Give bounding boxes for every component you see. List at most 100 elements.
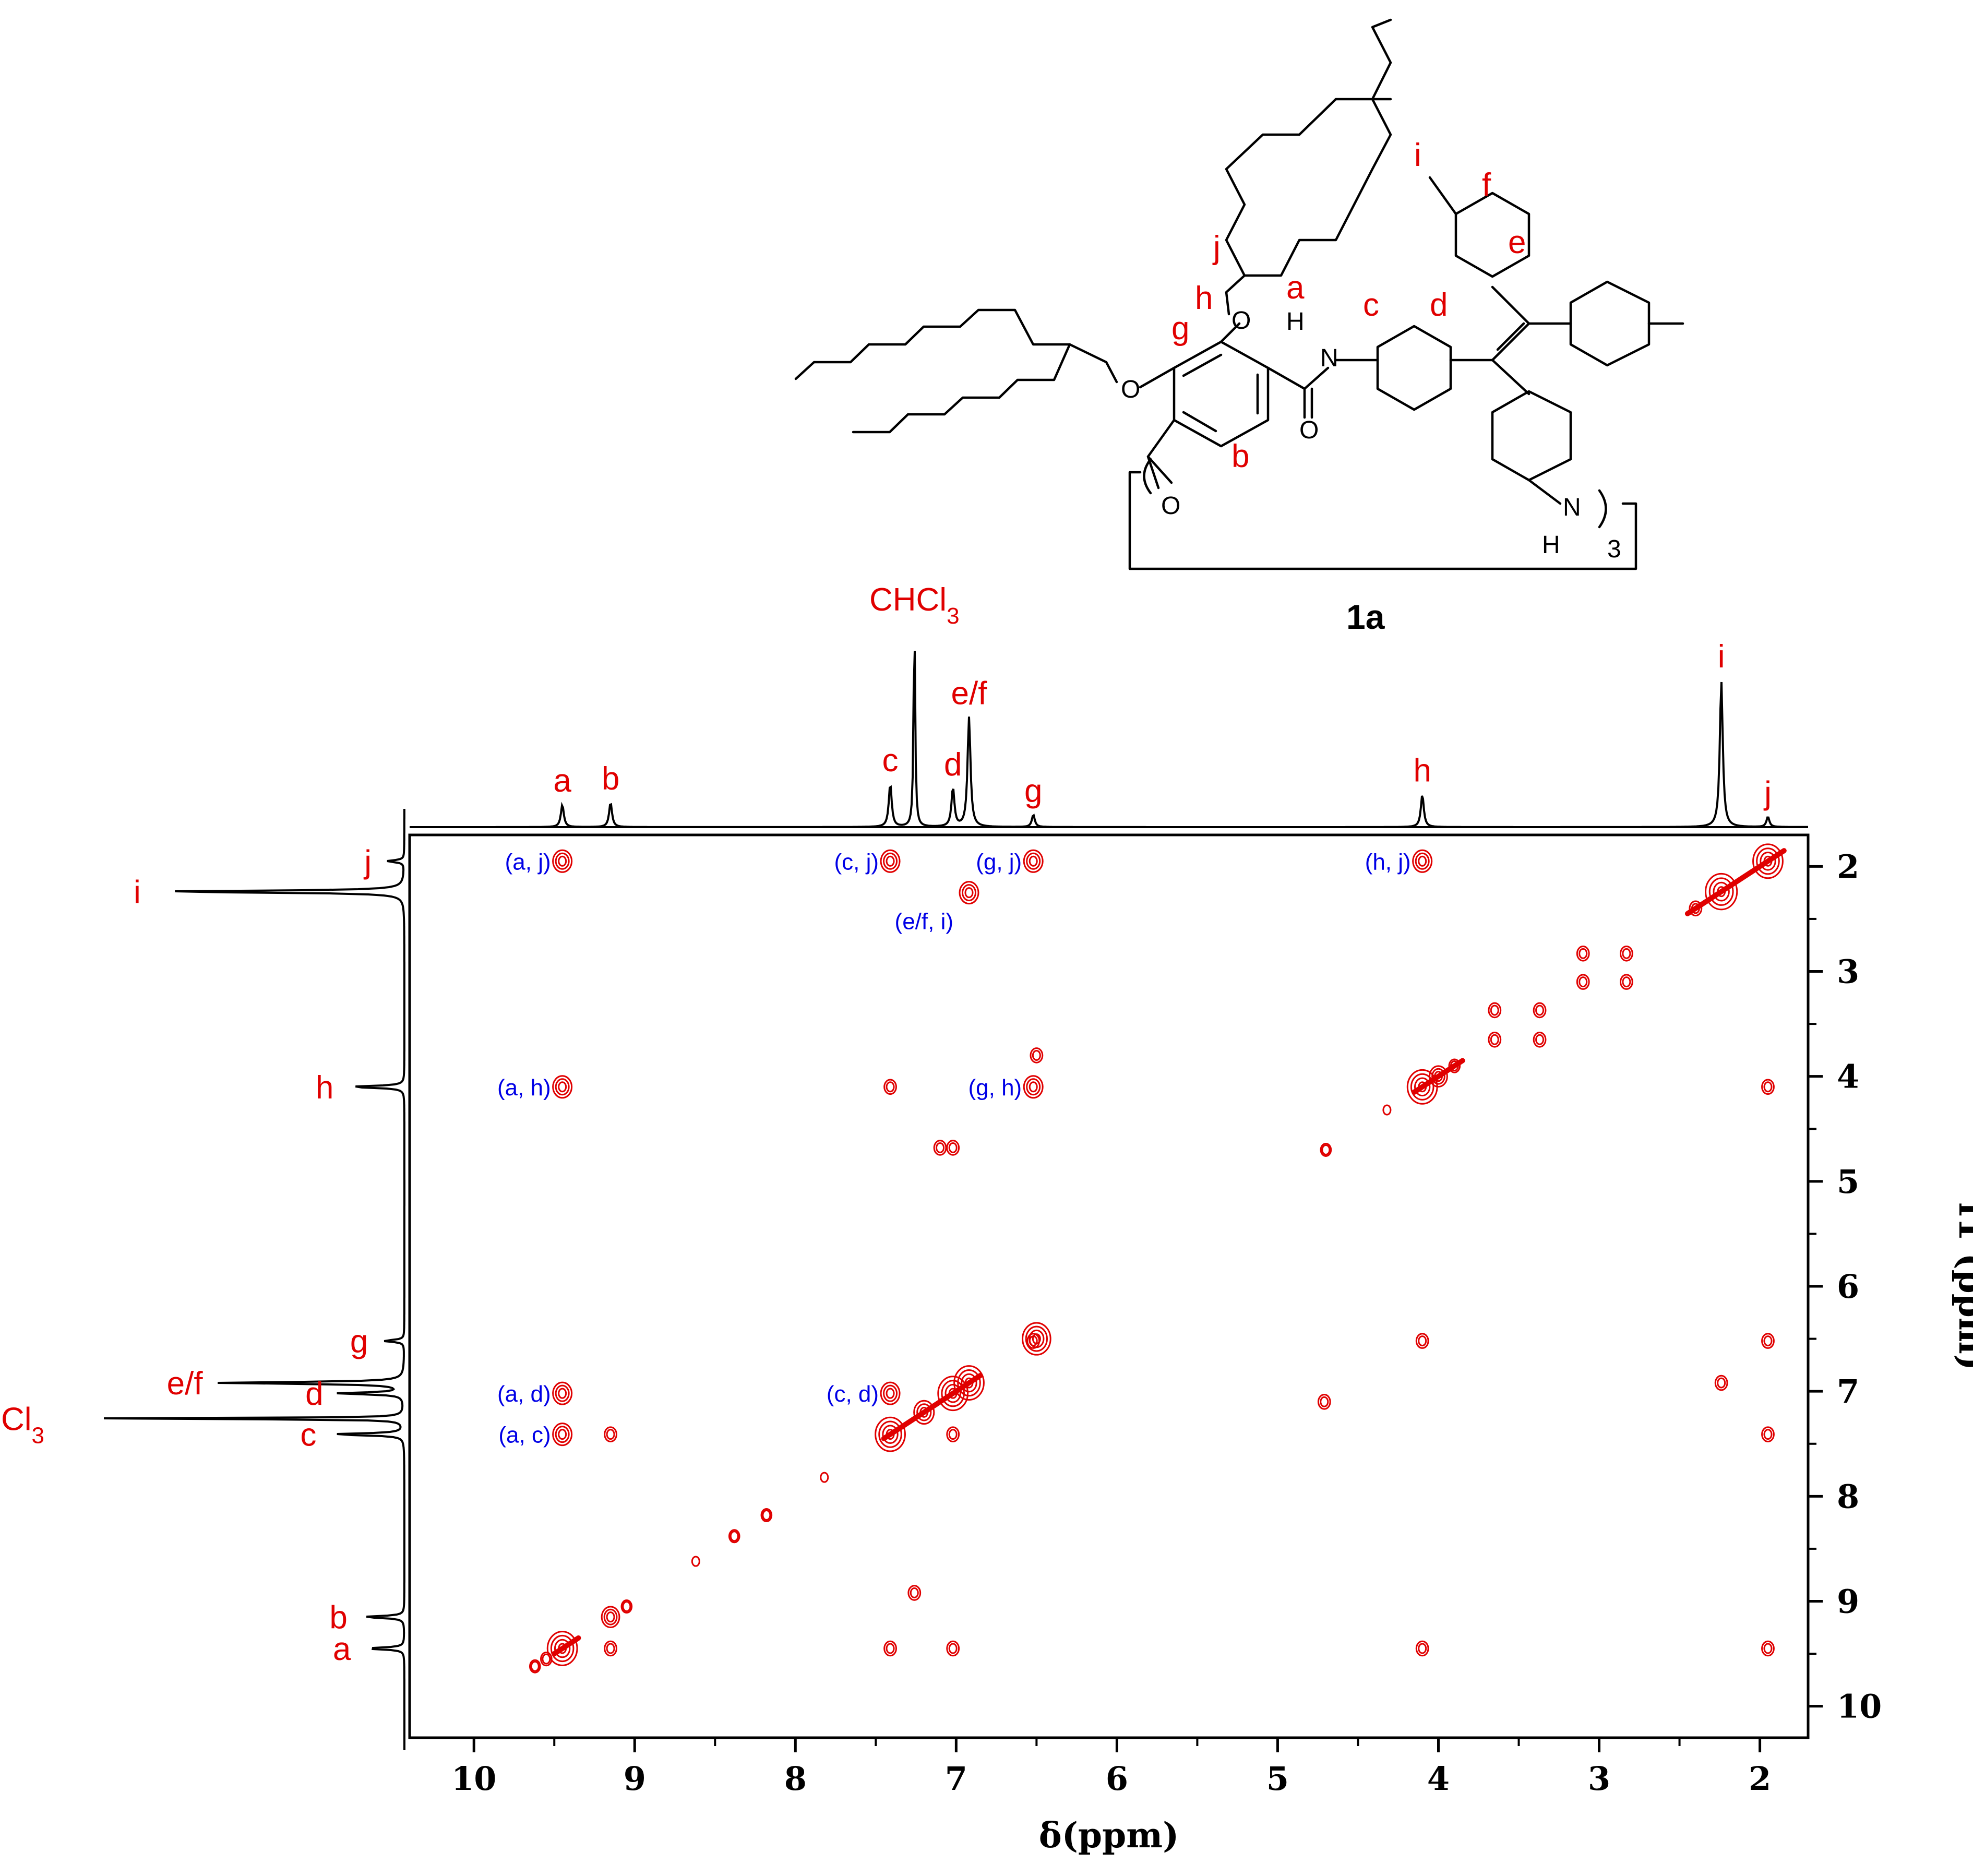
contour-ring (550, 1634, 575, 1663)
bond-amide-left (1146, 419, 1176, 489)
cross-peak (946, 1140, 960, 1156)
contour-ring (1488, 1002, 1502, 1019)
struct-label-h: h (1195, 280, 1213, 316)
crosspeak-label: (g, h) (968, 1075, 1022, 1101)
x-tick-label: 6 (1106, 1760, 1128, 1798)
struct-label-c: c (1363, 287, 1379, 323)
bond-amide-co-left (1146, 455, 1173, 484)
x-tick-label: 9 (624, 1760, 646, 1798)
x-tick-label: 8 (784, 1760, 807, 1798)
atom-N-amide: N (1320, 344, 1338, 372)
contour-ring (1026, 1078, 1041, 1096)
top-peak-label: d (944, 747, 962, 783)
contour-ring (1535, 1034, 1545, 1045)
left-peak-label: b (329, 1600, 347, 1636)
bond-vinyl-down (1491, 359, 1530, 396)
top-peak-label: h (1413, 753, 1431, 789)
diagonal-peak (601, 1606, 620, 1628)
contour-ring (606, 1611, 615, 1623)
diagonal-ridge (552, 1635, 581, 1657)
contour-ring (1320, 1396, 1329, 1407)
atom-H-amide: H (1286, 308, 1305, 336)
contour-ring (1418, 855, 1427, 867)
contour-ring (728, 1529, 740, 1544)
diagonal-peak (620, 1599, 633, 1614)
contour-ring (558, 855, 567, 867)
contour-ring (1763, 1335, 1773, 1347)
contour-ring (880, 1381, 901, 1405)
contour-ring (554, 1639, 571, 1658)
contour-ring (1689, 900, 1703, 917)
left-projection-labels: j i h g e/f d CHCl3 c ba (0, 844, 372, 1667)
struct-label-d: d (1430, 287, 1448, 323)
cross-peak (1317, 1393, 1331, 1410)
cross-peak (946, 1640, 960, 1657)
diagonal-peak (1705, 873, 1738, 911)
subscript: 3 (32, 1423, 44, 1448)
contour-ring (1026, 1333, 1041, 1349)
chemical-structure-1a: O O O O N H N H 3 a b c d e f g h i j 1a (794, 18, 1684, 636)
contour-ring (886, 1388, 895, 1399)
contour-ring (910, 1587, 919, 1598)
contour-ring (1382, 1104, 1392, 1116)
struct-label-g: g (1171, 310, 1189, 346)
diagonal-ridge (1684, 848, 1787, 916)
contour-ring (1713, 881, 1730, 902)
atom-O-amide: O (1299, 416, 1319, 444)
contour-ring (1026, 852, 1041, 870)
y-tick-label: 9 (1837, 1582, 1859, 1620)
contour-ring (1533, 1031, 1547, 1048)
crosspeak-label: (c, d) (827, 1381, 879, 1407)
contour-ring (1576, 946, 1590, 962)
left-peak-label: j (363, 844, 372, 880)
cross-peak (1761, 1426, 1775, 1442)
contour-ring (1533, 1002, 1547, 1019)
ring-right (1569, 280, 1651, 367)
contour-ring (959, 881, 979, 905)
top-1d-projection (410, 651, 1808, 828)
contour-ring (880, 849, 901, 873)
cross-peak (883, 1079, 897, 1095)
x-tick-label: 7 (945, 1760, 967, 1798)
contour-ring (555, 1384, 570, 1402)
cross-peak (1620, 946, 1633, 962)
subscript: 3 (947, 603, 959, 629)
bond-ringbottom-N (1527, 479, 1562, 505)
crosspeak-label: (a, h) (497, 1075, 551, 1101)
left-peak-label: d (305, 1376, 323, 1412)
left-peak-label: CHCl3 (0, 1401, 44, 1448)
bond-amide-right (1266, 366, 1330, 390)
macrocycle-bracket (1128, 471, 1637, 570)
contour-ring (1620, 974, 1633, 990)
y-tick-label: 10 (1837, 1688, 1882, 1726)
contour-ring (916, 1403, 932, 1421)
contour-ring (944, 1383, 961, 1403)
ring-ef (1454, 192, 1530, 278)
contour-ring (546, 1631, 578, 1666)
crosspeak-label: (a, j) (505, 849, 551, 875)
cross-peak (880, 1381, 901, 1405)
struct-label-a: a (1286, 270, 1305, 306)
top-peak-label: c (882, 743, 899, 779)
contour-ring (1023, 849, 1044, 873)
cross-peak (552, 1075, 573, 1099)
bond-ring-O-top (1219, 322, 1241, 343)
contour-ring (1761, 1333, 1775, 1349)
contour-ring (1022, 1322, 1051, 1356)
contour-ring (946, 1140, 960, 1156)
contour-ring (1431, 1068, 1445, 1085)
contour-ring (601, 1606, 620, 1628)
bond-ring-O-left (1139, 366, 1176, 389)
contour-ring (1029, 1081, 1038, 1093)
contour-ring (606, 1643, 615, 1654)
contour-ring (1410, 1073, 1434, 1101)
contour-ring (620, 1599, 633, 1614)
contour-ring (886, 855, 895, 867)
cross-peak (1023, 849, 1044, 873)
y-tick-label: 2 (1837, 847, 1859, 886)
contour-ring (1579, 976, 1588, 988)
crosspeak-label: (h, j) (1365, 849, 1411, 875)
cross-peak (1488, 1031, 1502, 1048)
left-peak-label: h (316, 1070, 333, 1106)
cross-peak (880, 849, 901, 873)
